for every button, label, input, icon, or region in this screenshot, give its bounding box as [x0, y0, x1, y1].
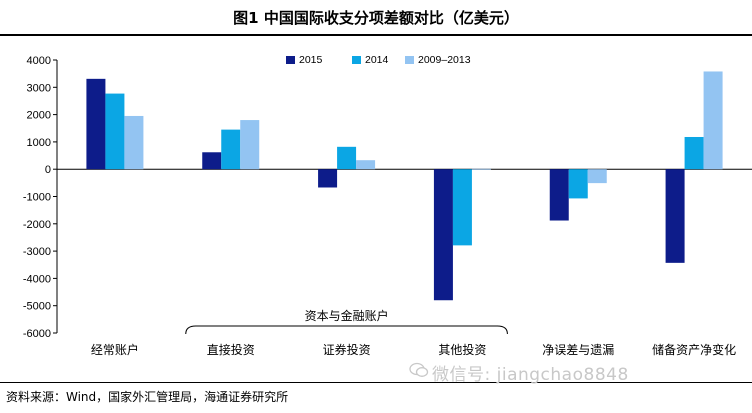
- category-label: 储备资产净变化: [652, 342, 736, 357]
- group-bracket-line: [185, 325, 508, 335]
- bar: [433, 169, 453, 301]
- legend-swatch: [352, 56, 361, 64]
- footer-rule: [0, 382, 752, 383]
- bar: [471, 168, 491, 170]
- legend-label: 2015: [299, 54, 323, 66]
- bar: [105, 93, 125, 170]
- y-tick-label: -4000: [23, 273, 51, 285]
- y-tick-label: -2000: [23, 219, 51, 231]
- legend: 2015 2014 2009–2013: [286, 54, 471, 66]
- bar: [665, 169, 685, 263]
- bar: [684, 136, 704, 170]
- source-note: 资料来源：Wind，国家外汇管理局，海通证券研究所: [6, 390, 289, 404]
- bar: [124, 115, 144, 170]
- category-label: 直接投资: [207, 342, 255, 357]
- category-label: 其他投资: [438, 342, 486, 357]
- y-tick-label: -6000: [23, 328, 51, 340]
- category-labels: 经常账户 直接投资 证券投资 其他投资 净误差与遗漏 储备资产净变化: [91, 342, 736, 357]
- bar: [221, 129, 241, 170]
- y-tick-label: -1000: [23, 192, 51, 204]
- bar: [452, 169, 472, 246]
- bar: [356, 160, 376, 170]
- bar: [549, 169, 569, 221]
- category-label: 净误差与遗漏: [542, 343, 614, 357]
- bar: [318, 169, 338, 188]
- group-bracket: 资本与金融账户: [185, 308, 508, 335]
- chart-title: 图1 中国国际收支分项差额对比（亿美元）: [233, 9, 519, 27]
- bar-chart: 4000 3000 2000 1000 0 -1000 -2000 -3000 -4000 -50…: [23, 54, 752, 357]
- y-tick-label: 1000: [27, 137, 51, 149]
- axis-layer: 4000 3000 2000 1000 0 -1000 -2000 -3000 -4000 -50…: [23, 55, 752, 340]
- bar: [202, 152, 222, 170]
- bar: [240, 120, 260, 170]
- legend-label: 2014: [365, 54, 389, 66]
- group-label: 资本与金融账户: [305, 308, 389, 323]
- category-label: 经常账户: [91, 342, 139, 357]
- y-tick-label: -3000: [23, 246, 51, 258]
- legend-label: 2009–2013: [418, 54, 471, 66]
- bar: [337, 146, 357, 170]
- title-underline: [0, 34, 752, 36]
- title-bar: 图1 中国国际收支分项差额对比（亿美元）: [0, 0, 752, 36]
- category-label: 证券投资: [323, 342, 371, 357]
- y-tick-label: 0: [45, 164, 51, 176]
- wechat-icon: [409, 362, 429, 377]
- bar: [568, 169, 588, 199]
- y-tick-label: 3000: [27, 82, 51, 94]
- bar: [587, 169, 607, 184]
- bar: [86, 78, 106, 170]
- bar: [703, 71, 723, 170]
- legend-swatch: [286, 56, 295, 64]
- y-tick-label: 4000: [27, 55, 51, 67]
- bars-layer: [86, 71, 723, 301]
- y-tick-label: 2000: [27, 110, 51, 122]
- watermark: 微信号: jiangchao8848: [432, 365, 629, 385]
- y-tick-label: -5000: [23, 301, 51, 313]
- legend-swatch: [405, 56, 414, 64]
